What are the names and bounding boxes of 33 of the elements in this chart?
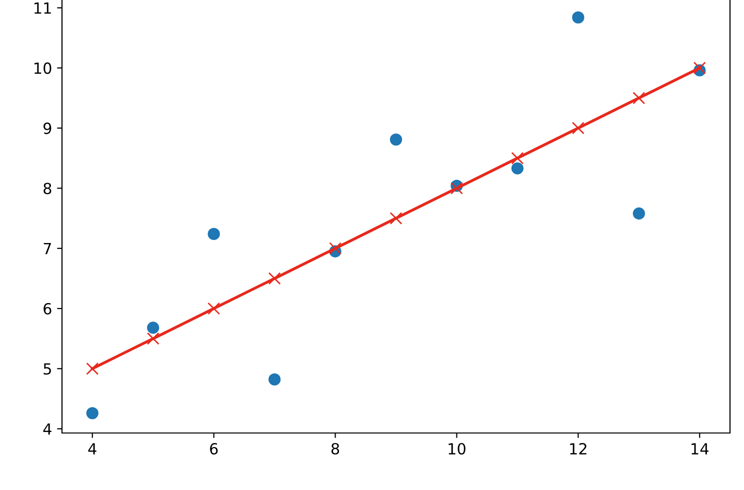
point <box>208 302 220 315</box>
point <box>572 11 584 24</box>
x-tick-label: 10 <box>448 442 466 455</box>
y-tick-label: 6 <box>44 302 52 315</box>
point <box>632 92 646 104</box>
point <box>329 242 342 255</box>
y-tick-label: 8 <box>44 182 52 194</box>
point <box>693 62 706 74</box>
x-tick-label: 14 <box>692 443 708 454</box>
point <box>208 228 220 240</box>
point <box>146 332 160 345</box>
point <box>147 322 160 334</box>
point <box>450 182 463 194</box>
point <box>572 122 584 134</box>
point <box>86 362 99 375</box>
point <box>390 212 402 225</box>
point <box>632 207 645 220</box>
point <box>268 373 281 386</box>
y-tick-label: 9 <box>44 122 52 134</box>
y-tick-label: 4 <box>43 423 52 435</box>
point <box>268 272 281 285</box>
y-tick-label: 10 <box>34 62 52 74</box>
point <box>86 407 98 420</box>
y-tick-label: 11 <box>34 2 51 14</box>
point <box>511 162 524 174</box>
y-tick-label: 7 <box>44 243 51 254</box>
point <box>511 152 524 164</box>
x-tick-label: 4 <box>88 443 96 454</box>
x-tick-label: 6 <box>210 442 218 455</box>
x-tick-label: 12 <box>570 442 586 454</box>
y-tick-label: 5 <box>44 363 51 375</box>
x-tick-label: 8 <box>331 442 340 455</box>
point <box>390 133 402 146</box>
